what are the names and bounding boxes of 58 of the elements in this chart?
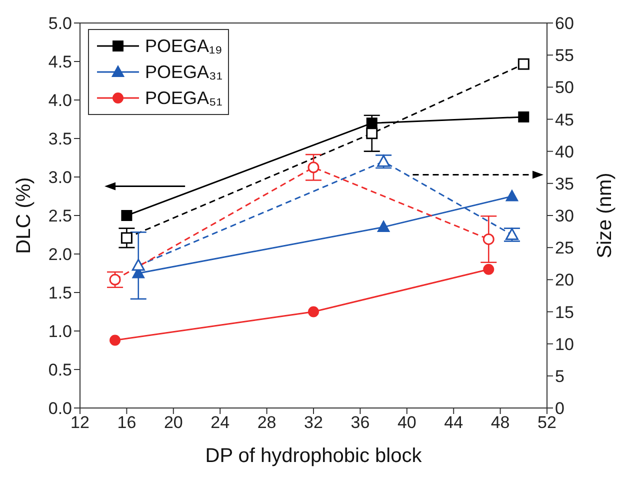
y2-tick-label: 0 bbox=[555, 399, 564, 418]
legend-label: POEGA₃₁ bbox=[145, 62, 222, 82]
point bbox=[109, 274, 121, 286]
x-tick-label: 36 bbox=[350, 413, 370, 432]
y2-tick-label: 15 bbox=[555, 302, 574, 322]
x-tick-label: 48 bbox=[490, 413, 510, 432]
y2-tick-label: 55 bbox=[555, 46, 574, 66]
y-tick-label: 3.0 bbox=[48, 168, 72, 188]
point bbox=[308, 162, 320, 174]
y2-tick-label: 25 bbox=[555, 238, 574, 258]
point bbox=[482, 233, 494, 245]
y2-tick-label: 5 bbox=[555, 366, 564, 386]
y-tick-label: 2.5 bbox=[48, 206, 72, 226]
y-tick-label: 4.0 bbox=[48, 91, 72, 110]
x-tick-label: 32 bbox=[304, 413, 323, 432]
point bbox=[132, 258, 145, 271]
y-tick-label: 0.5 bbox=[48, 360, 72, 380]
y2-axis-title: Size (nm) bbox=[594, 172, 616, 258]
point bbox=[518, 111, 530, 122]
y2-tick-label: 10 bbox=[555, 334, 574, 354]
x-axis-title: DP of hydrophobic block bbox=[205, 445, 423, 467]
y-tick-label: 4.5 bbox=[48, 52, 72, 72]
y-tick-label: 1.0 bbox=[48, 322, 72, 342]
y-tick-label: 2.0 bbox=[48, 245, 72, 264]
y-axis-title: DLC (%) bbox=[13, 177, 35, 254]
y2-tick-label: 40 bbox=[555, 142, 574, 162]
point bbox=[120, 232, 132, 244]
legend-label: POEGA₅₁ bbox=[145, 88, 222, 108]
x-tick-label: 28 bbox=[257, 413, 276, 432]
point bbox=[506, 190, 518, 202]
x-tick-label: 20 bbox=[164, 413, 183, 432]
y2-tick-label: 45 bbox=[555, 110, 574, 130]
x-tick-label: 12 bbox=[70, 413, 90, 432]
point bbox=[121, 210, 132, 221]
y2-tick-label: 20 bbox=[555, 270, 574, 290]
y2-tick-label: 50 bbox=[555, 78, 574, 98]
point bbox=[518, 58, 530, 70]
legend-label: POEGA₁₉ bbox=[145, 36, 222, 56]
point bbox=[505, 228, 518, 240]
y-tick-label: 0.0 bbox=[48, 399, 72, 418]
x-tick-label: 44 bbox=[444, 413, 464, 432]
x-tick-label: 40 bbox=[397, 413, 416, 432]
y2-tick-label: 35 bbox=[555, 174, 574, 194]
x-tick-label: 16 bbox=[117, 413, 136, 432]
y2-tick-label: 60 bbox=[555, 14, 574, 34]
point bbox=[308, 306, 319, 318]
x-tick-label: 52 bbox=[538, 413, 556, 432]
point bbox=[366, 128, 378, 140]
y-tick-label: 5.0 bbox=[48, 14, 72, 34]
point bbox=[366, 118, 378, 129]
y-tick-label: 3.5 bbox=[48, 130, 72, 149]
y-tick-label: 1.5 bbox=[48, 284, 72, 303]
point bbox=[110, 334, 121, 346]
point bbox=[483, 264, 494, 275]
x-tick-label: 24 bbox=[210, 413, 230, 432]
point bbox=[377, 220, 390, 232]
point bbox=[377, 154, 390, 167]
y2-tick-label: 30 bbox=[555, 206, 574, 226]
